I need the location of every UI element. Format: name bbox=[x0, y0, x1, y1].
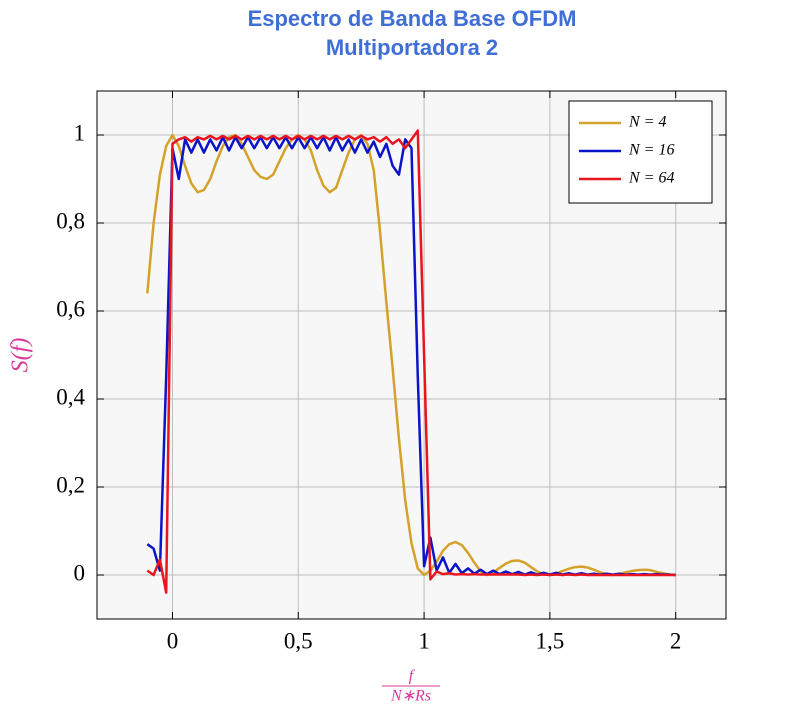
legend: N = 4 N = 16 N = 64 bbox=[568, 100, 713, 204]
y-tick-label: 0 bbox=[74, 560, 86, 585]
chart-title: Multiportadora 2 bbox=[326, 35, 498, 60]
y-tick-label: 0,4 bbox=[56, 384, 85, 409]
x-tick-label: 2 bbox=[670, 628, 682, 653]
x-tick-label: 1 bbox=[418, 628, 430, 653]
legend-label: N = 4 bbox=[628, 114, 666, 131]
chart-title: Espectro de Banda Base OFDM bbox=[248, 6, 577, 31]
legend-label: N = 16 bbox=[628, 142, 674, 159]
series-line bbox=[146, 129, 676, 594]
x-tick-label: 0,5 bbox=[284, 628, 313, 653]
x-tick-label: 1,5 bbox=[536, 628, 565, 653]
y-tick-label: 1 bbox=[74, 120, 86, 145]
plot-frame bbox=[96, 90, 727, 620]
x-axis-label: N∗Rs bbox=[390, 688, 431, 705]
y-tick-label: 0,8 bbox=[56, 208, 85, 233]
x-axis-label: f bbox=[409, 668, 416, 685]
y-tick-label: 0,2 bbox=[56, 472, 85, 497]
x-tick-label: 0 bbox=[167, 628, 179, 653]
y-tick-label: 0,6 bbox=[56, 296, 85, 321]
y-axis-label: S(f) bbox=[8, 338, 34, 373]
legend-label: N = 64 bbox=[628, 170, 674, 187]
